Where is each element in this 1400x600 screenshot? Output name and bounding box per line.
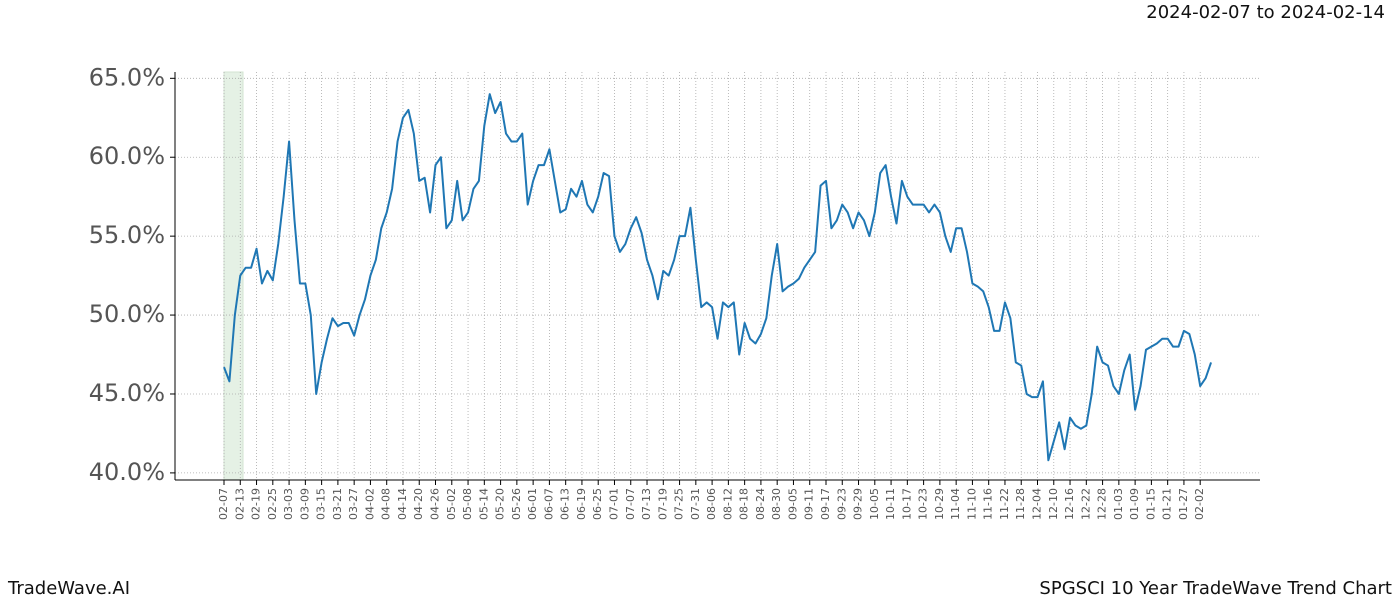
x-tick-label: 07-19 bbox=[656, 488, 669, 520]
x-tick-label: 05-20 bbox=[494, 488, 507, 520]
x-tick-label: 06-19 bbox=[575, 488, 588, 520]
x-tick-label: 07-13 bbox=[640, 488, 653, 520]
brand: TradeWave.AI bbox=[7, 578, 130, 599]
y-tick-label: 50.0% bbox=[89, 300, 165, 328]
x-tick-label: 02-19 bbox=[250, 488, 263, 520]
x-tick-label: 03-09 bbox=[298, 488, 311, 520]
x-tick-label: 11-10 bbox=[965, 488, 978, 520]
x-tick-label: 04-20 bbox=[412, 488, 425, 520]
x-tick-label: 08-06 bbox=[705, 488, 718, 520]
x-tick-label: 03-21 bbox=[331, 488, 344, 520]
x-tick-label: 04-14 bbox=[396, 488, 409, 520]
x-tick-label: 07-25 bbox=[673, 488, 686, 520]
x-tick-label: 07-07 bbox=[624, 488, 637, 520]
x-tick-label: 10-11 bbox=[884, 488, 897, 520]
x-tick-label: 08-18 bbox=[738, 488, 751, 520]
x-tick-label: 09-11 bbox=[803, 488, 816, 520]
x-tick-label: 05-14 bbox=[477, 488, 490, 520]
x-tick-label: 12-04 bbox=[1031, 488, 1044, 520]
x-tick-label: 07-01 bbox=[607, 488, 620, 520]
x-tick-label: 05-26 bbox=[510, 488, 523, 520]
x-tick-label: 04-02 bbox=[363, 488, 376, 520]
x-tick-label: 04-26 bbox=[429, 488, 442, 520]
y-tick-label: 60.0% bbox=[89, 142, 165, 170]
x-tick-label: 06-01 bbox=[526, 488, 539, 520]
x-tick-label: 01-27 bbox=[1177, 488, 1190, 520]
x-tick-label: 01-03 bbox=[1112, 488, 1125, 520]
x-tick-label: 08-24 bbox=[754, 488, 767, 520]
x-tick-label: 04-08 bbox=[380, 488, 393, 520]
x-tick-label: 08-30 bbox=[770, 488, 783, 520]
x-tick-label: 02-13 bbox=[233, 488, 246, 520]
trend-line bbox=[223, 93, 1212, 462]
x-tick-label: 06-25 bbox=[591, 488, 604, 520]
x-tick-label: 02-02 bbox=[1193, 488, 1206, 520]
chart-title: SPGSCI 10 Year TradeWave Trend Chart bbox=[1039, 578, 1392, 599]
x-tick-label: 07-31 bbox=[689, 488, 702, 520]
x-tick-label: 10-17 bbox=[900, 488, 913, 520]
x-tick-label: 01-09 bbox=[1128, 488, 1141, 520]
x-tick-label: 02-25 bbox=[266, 488, 279, 520]
x-tick-label: 03-15 bbox=[315, 488, 328, 520]
x-tick-label: 06-07 bbox=[542, 488, 555, 520]
x-tick-label: 01-21 bbox=[1161, 488, 1174, 520]
y-tick-label: 45.0% bbox=[89, 379, 165, 407]
x-tick-label: 09-29 bbox=[852, 488, 865, 520]
x-tick-label: 10-29 bbox=[933, 488, 946, 520]
x-tick-label: 11-22 bbox=[998, 488, 1011, 520]
x-tick-label: 10-23 bbox=[917, 488, 930, 520]
y-tick-label: 65.0% bbox=[89, 63, 165, 91]
x-tick-label: 12-28 bbox=[1096, 488, 1109, 520]
x-tick-label: 09-05 bbox=[786, 488, 799, 520]
x-tick-label: 02-07 bbox=[217, 488, 230, 520]
x-tick-label: 11-28 bbox=[1014, 488, 1027, 520]
x-tick-label: 03-27 bbox=[347, 488, 360, 520]
x-tick-label: 01-15 bbox=[1144, 488, 1157, 520]
x-tick-label: 09-23 bbox=[835, 488, 848, 520]
x-tick-label: 10-05 bbox=[868, 488, 881, 520]
date-range: 2024-02-07 to 2024-02-14 bbox=[1146, 2, 1385, 23]
x-tick-label: 03-03 bbox=[282, 488, 295, 520]
x-tick-label: 12-22 bbox=[1079, 488, 1092, 520]
x-tick-label: 12-16 bbox=[1063, 488, 1076, 520]
x-tick-label: 06-13 bbox=[559, 488, 572, 520]
x-tick-label: 08-12 bbox=[721, 488, 734, 520]
x-tick-label: 11-04 bbox=[949, 488, 962, 520]
x-tick-label: 11-16 bbox=[982, 488, 995, 520]
x-tick-label: 05-08 bbox=[461, 488, 474, 520]
y-tick-label: 40.0% bbox=[89, 458, 165, 486]
x-tick-label: 09-17 bbox=[819, 488, 832, 520]
x-tick-label: 05-02 bbox=[445, 488, 458, 520]
x-tick-label: 12-10 bbox=[1047, 488, 1060, 520]
y-tick-label: 55.0% bbox=[89, 221, 165, 249]
